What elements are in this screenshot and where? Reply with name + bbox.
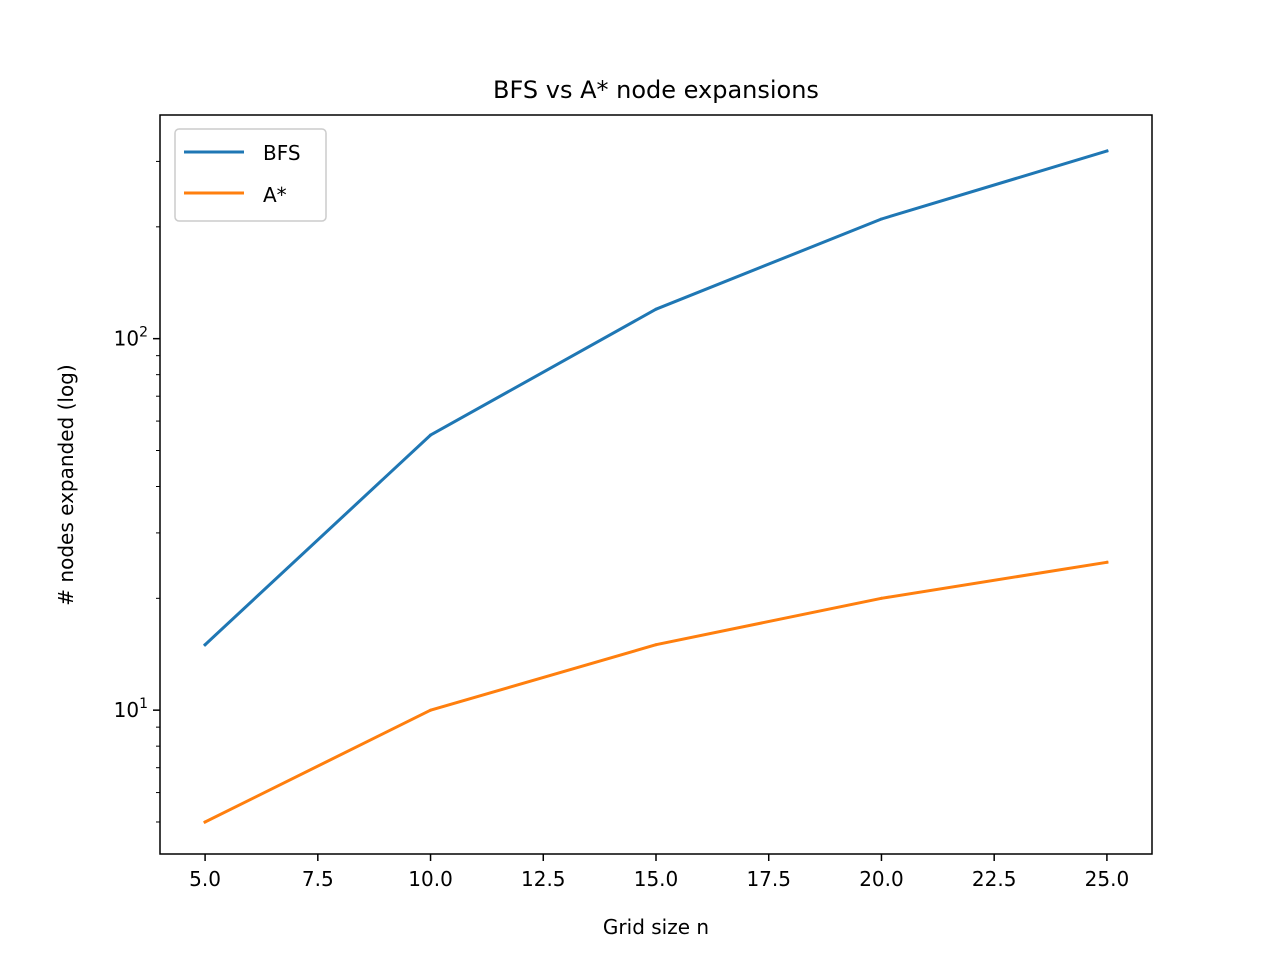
x-tick-label: 25.0: [1085, 867, 1130, 891]
legend-box: [174, 128, 327, 222]
chart-title: BFS vs A* node expansions: [493, 76, 819, 104]
data-point-bfs: [880, 217, 883, 221]
x-axis-ticks: 5.0 7.5 10.0 12.5 15.0 17.5 20.0 22.5 25.0: [189, 854, 1129, 891]
legend: BFS A*: [174, 128, 327, 222]
data-point-a: [203, 820, 207, 824]
x-tick-label: 12.5: [521, 867, 566, 891]
data-point-a: [880, 596, 883, 600]
legend-label-bfs: BFS: [263, 141, 301, 165]
data-point-bfs: [1105, 149, 1109, 153]
x-tick-label: 17.5: [746, 867, 791, 891]
x-tick-label: 20.0: [859, 867, 904, 891]
series-layer: [202, 149, 1109, 825]
x-tick-label: 7.5: [302, 867, 334, 891]
data-point-a: [1105, 560, 1109, 564]
legend-label-astar: A*: [263, 183, 287, 207]
y-axis-label: # nodes expanded (log): [54, 364, 78, 605]
y-tick-label: 102: [114, 325, 148, 351]
data-point-bfs: [654, 307, 658, 311]
x-axis-label: Grid size n: [603, 915, 709, 939]
data-point-a: [654, 643, 658, 647]
data-point-a: [429, 708, 432, 712]
y-axis-ticks: 101 102: [114, 160, 160, 823]
data-point-bfs: [203, 643, 207, 647]
x-tick-label: 5.0: [189, 867, 221, 891]
plot-frame: [159, 114, 1153, 855]
y-tick-label: 101: [114, 696, 148, 722]
x-tick-label: 22.5: [972, 867, 1017, 891]
x-tick-label: 10.0: [408, 867, 453, 891]
x-tick-label: 15.0: [634, 867, 679, 891]
data-point-bfs: [429, 433, 432, 437]
